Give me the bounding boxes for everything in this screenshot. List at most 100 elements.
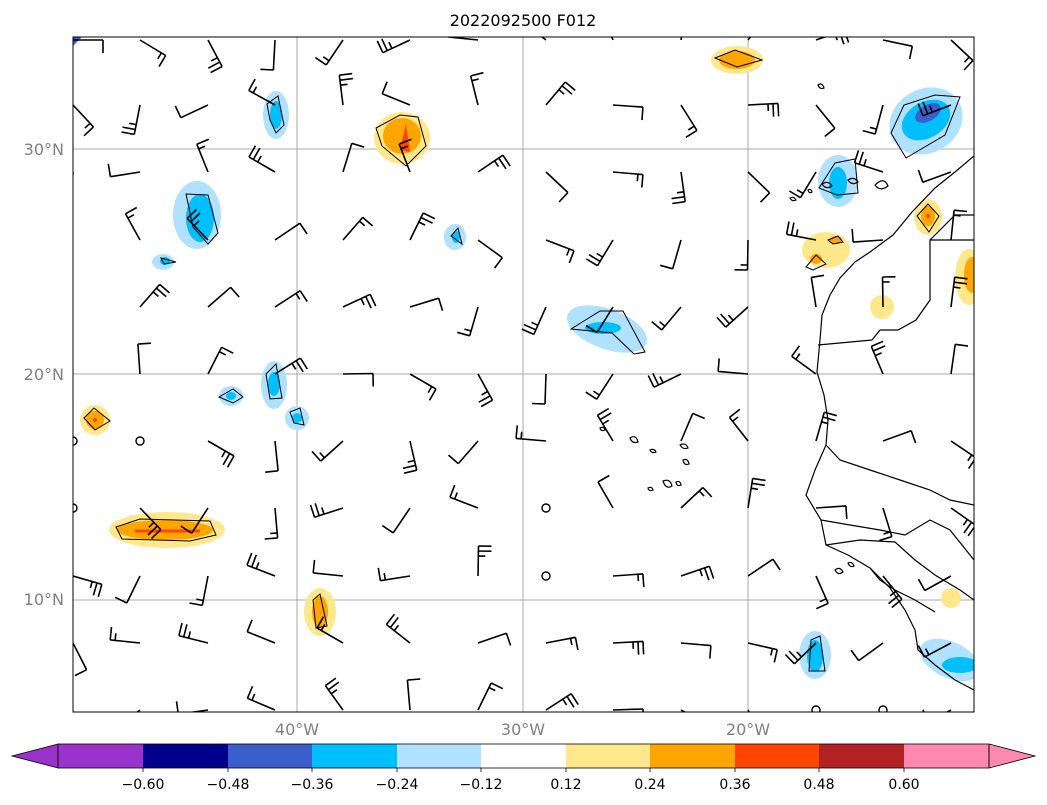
wind-barb: [174, 104, 209, 119]
positive-anomaly-blob: [870, 295, 894, 319]
wind-barb: [207, 286, 240, 308]
wind-barb: [612, 104, 644, 121]
wind-barb: [747, 642, 778, 663]
wind-barb: [815, 505, 848, 519]
wind-barb: [680, 565, 715, 581]
colorbar: −0.60 −0.48 −0.36 −0.24 −0.12 0.12 0.24 …: [10, 743, 1037, 793]
wind-barb: [477, 239, 503, 269]
wind-barb: [73, 39, 104, 53]
wind-barb: [469, 71, 484, 106]
colorbar-tick-label: −0.12: [460, 777, 503, 793]
wind-barb: [246, 552, 276, 577]
positive-anomaly-blob: [80, 405, 110, 435]
wind-barb: [515, 425, 547, 442]
wind-barb: [747, 558, 781, 577]
wind-barb: [810, 274, 825, 308]
calm-wind-circle: [811, 705, 821, 712]
wind-barb: [381, 81, 411, 106]
wind-barb: [477, 373, 494, 408]
wind-barb: [274, 357, 308, 375]
wind-barb: [585, 239, 614, 267]
wind-barb: [73, 306, 74, 307]
lat-label-30n: 30°N: [24, 140, 64, 159]
wind-barb: [260, 39, 276, 71]
wind-barb: [950, 276, 968, 308]
wind-barb: [311, 440, 344, 462]
colorbar-tick-label: 0.48: [803, 777, 834, 793]
colorbar-tick-label: −0.60: [122, 777, 165, 793]
wind-barb: [381, 507, 411, 534]
wind-barb: [882, 575, 903, 609]
wind-barb: [788, 171, 817, 199]
country-border: [817, 214, 974, 346]
calm-wind-circle: [541, 571, 551, 581]
wind-barb: [734, 239, 749, 271]
wind-barb: [882, 429, 917, 444]
wind-barb: [585, 373, 614, 400]
wind-barb: [647, 372, 682, 388]
wind-barb: [680, 37, 683, 41]
colorbar-segment: [397, 744, 481, 768]
wind-barb: [196, 138, 210, 173]
wind-barb: [114, 575, 141, 604]
colorbar-extend-max: [988, 743, 1037, 769]
wind-barb: [265, 440, 279, 473]
wind-barb: [659, 239, 682, 270]
wind-barb: [207, 39, 223, 74]
wind-barb: [882, 39, 914, 60]
anomaly-shading: [73, 37, 974, 682]
colorbar-segment: [566, 744, 650, 768]
wind-barb: [879, 507, 893, 542]
colorbar-tick-label: 0.24: [634, 777, 665, 793]
island-coast: [807, 188, 813, 194]
wind-barb: [610, 37, 614, 41]
wind-barb: [680, 709, 687, 712]
wind-barb: [246, 619, 276, 644]
island-coast: [675, 480, 682, 487]
wind-barb: [728, 408, 749, 442]
wind-barb: [545, 239, 575, 264]
island-coast: [662, 479, 673, 488]
wind-barb: [585, 306, 614, 334]
wind-barb: [851, 229, 884, 243]
wind-barb: [612, 171, 644, 188]
wind-barb: [477, 545, 492, 577]
wind-barb: [406, 678, 421, 711]
wind-barb: [545, 636, 579, 651]
lon-label-30w: 30°W: [501, 720, 545, 739]
wind-barb: [612, 573, 645, 587]
wind-barb: [107, 163, 141, 178]
wind-barb: [671, 171, 686, 205]
positive-anomaly-blob: [304, 588, 336, 636]
wind-barb: [139, 39, 167, 68]
island-coast: [629, 436, 639, 444]
wind-barb: [950, 209, 968, 241]
wind-barb: [456, 306, 479, 337]
wind-barb: [207, 440, 235, 468]
wind-barb: [917, 642, 952, 658]
wind-barb: [815, 575, 829, 610]
wind-barb: [815, 104, 836, 138]
wind-barb: [815, 411, 838, 442]
wind-barb: [784, 642, 817, 665]
wind-barb: [545, 693, 579, 711]
wind-barb: [248, 78, 276, 106]
wind-barb: [402, 440, 418, 474]
colorbar-tick-label: −0.48: [207, 777, 250, 793]
wind-barb: [385, 613, 411, 644]
colorbar-segment: [312, 744, 397, 768]
island-coast: [682, 458, 690, 466]
wind-barb: [477, 632, 512, 646]
wind-barb: [409, 373, 437, 401]
wind-barb: [950, 343, 969, 375]
country-border: [825, 539, 974, 601]
colorbar-extend-min: [10, 743, 59, 769]
calm-wind-circle: [135, 436, 145, 446]
wind-barb: [917, 575, 952, 592]
wind-barb: [477, 682, 504, 711]
wind-barb: [180, 507, 209, 534]
negative-anomaly-blob: [263, 91, 289, 139]
wind-barb: [612, 640, 645, 655]
wind-barb: [136, 709, 141, 712]
wind-barb: [409, 297, 444, 311]
